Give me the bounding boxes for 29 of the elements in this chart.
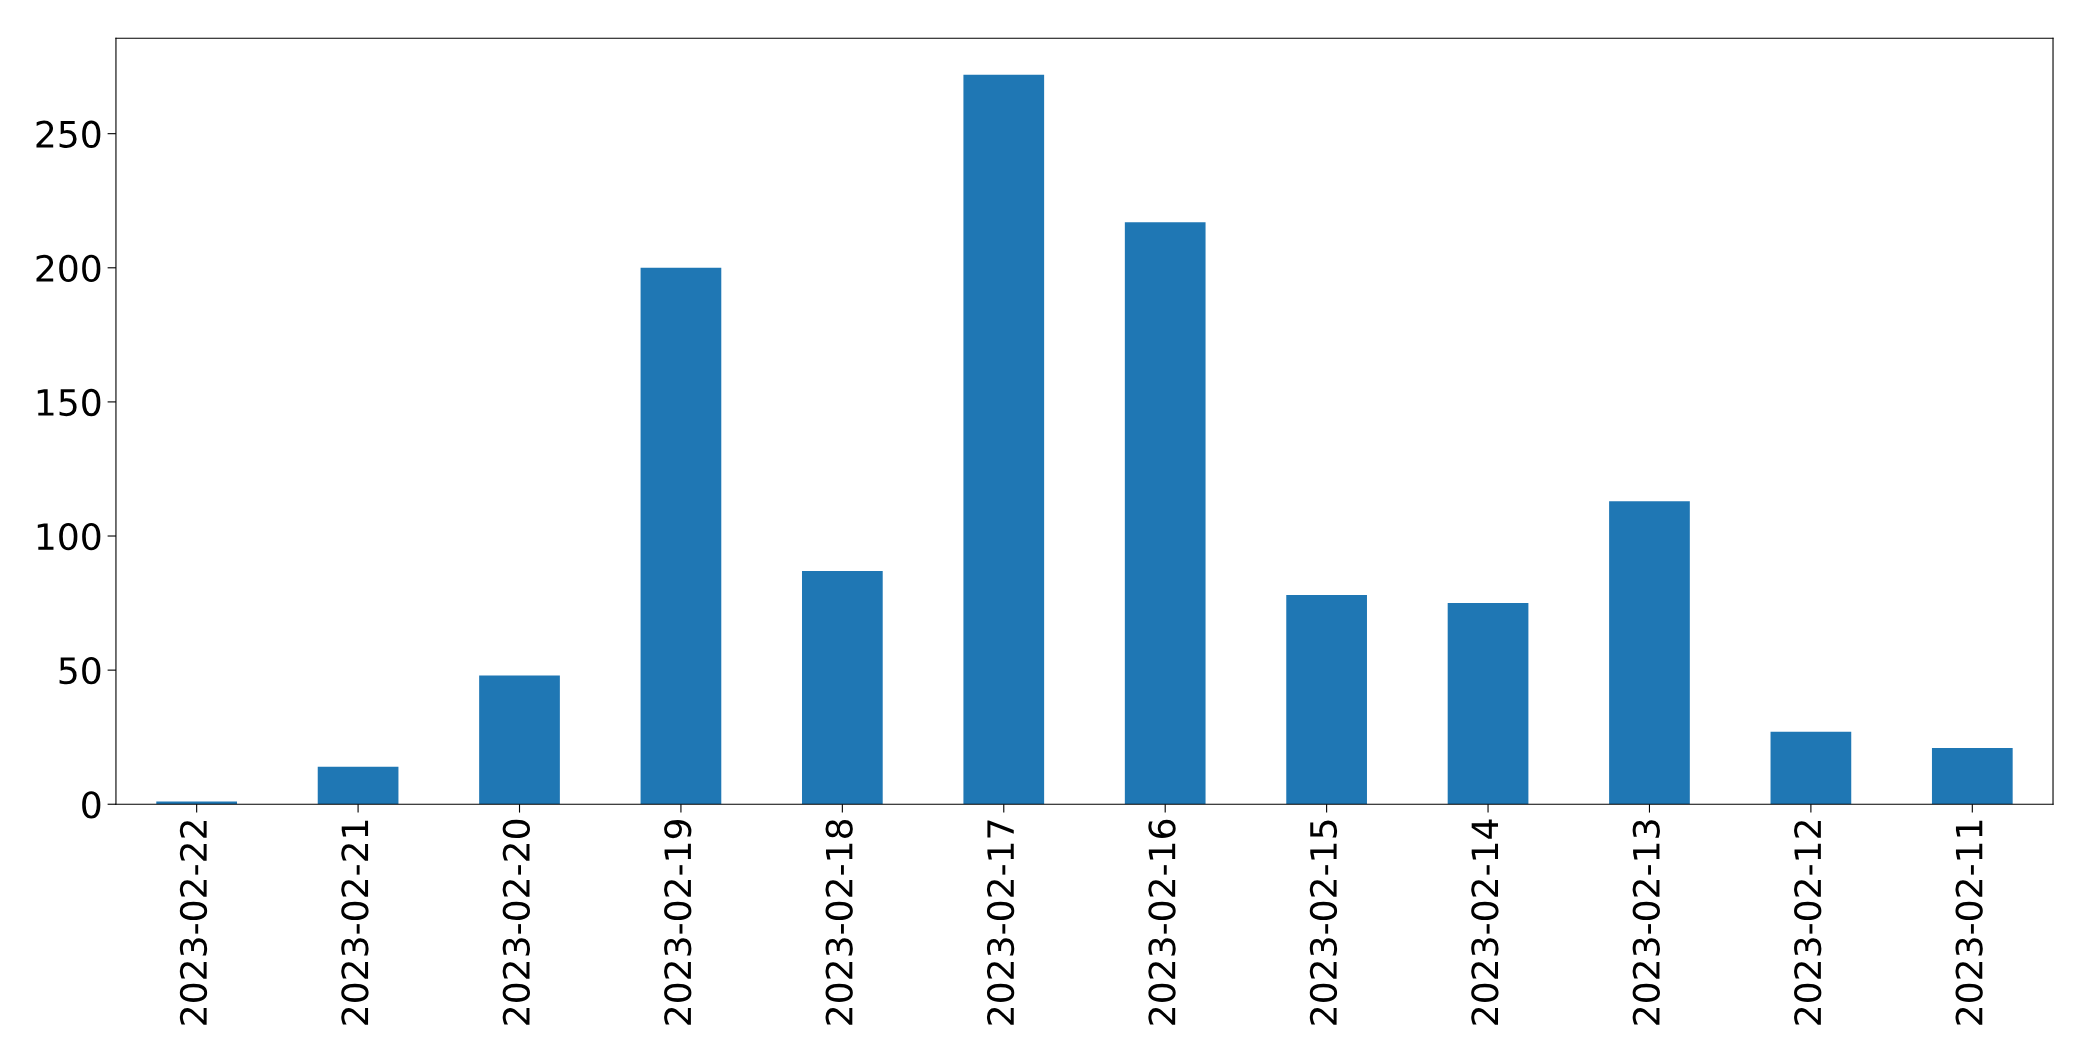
y-tick-label: 250	[36, 120, 101, 148]
x-tick-label: 2023-02-11	[1955, 820, 1983, 1025]
y-tick-label: 0	[82, 791, 101, 819]
x-tick-label: 2023-02-16	[1148, 819, 1176, 1025]
bar	[963, 74, 1045, 805]
x-tick-label: 2023-02-13	[1632, 820, 1660, 1025]
y-tick-label: 150	[37, 388, 101, 417]
bar	[1447, 603, 1529, 805]
x-tick-label: 2023-02-12	[1794, 821, 1822, 1025]
x-tick-label: 2023-02-17	[986, 820, 1015, 1025]
x-tick-label: 2023-02-18	[825, 819, 853, 1025]
bar	[1770, 731, 1852, 805]
x-tick-label: 2023-02-19	[664, 819, 692, 1025]
bar	[802, 570, 883, 805]
y-tick-label: 200	[36, 254, 101, 283]
y-tick-label: 100	[37, 522, 101, 551]
bar	[317, 766, 399, 805]
bar	[479, 675, 560, 805]
bar	[1286, 595, 1367, 805]
x-tick-label: 2023-02-21	[341, 820, 369, 1025]
bar	[1124, 222, 1206, 805]
y-tick-label: 50	[59, 657, 101, 685]
x-tick-label: 2023-02-20	[502, 819, 530, 1025]
bar	[1931, 747, 2013, 805]
x-tick-label: 2023-02-14	[1471, 819, 1499, 1025]
x-tick-label: 2023-02-22	[179, 821, 208, 1025]
bar	[640, 267, 722, 805]
bar	[1609, 501, 1690, 805]
x-tick-label: 2023-02-15	[1309, 820, 1338, 1025]
